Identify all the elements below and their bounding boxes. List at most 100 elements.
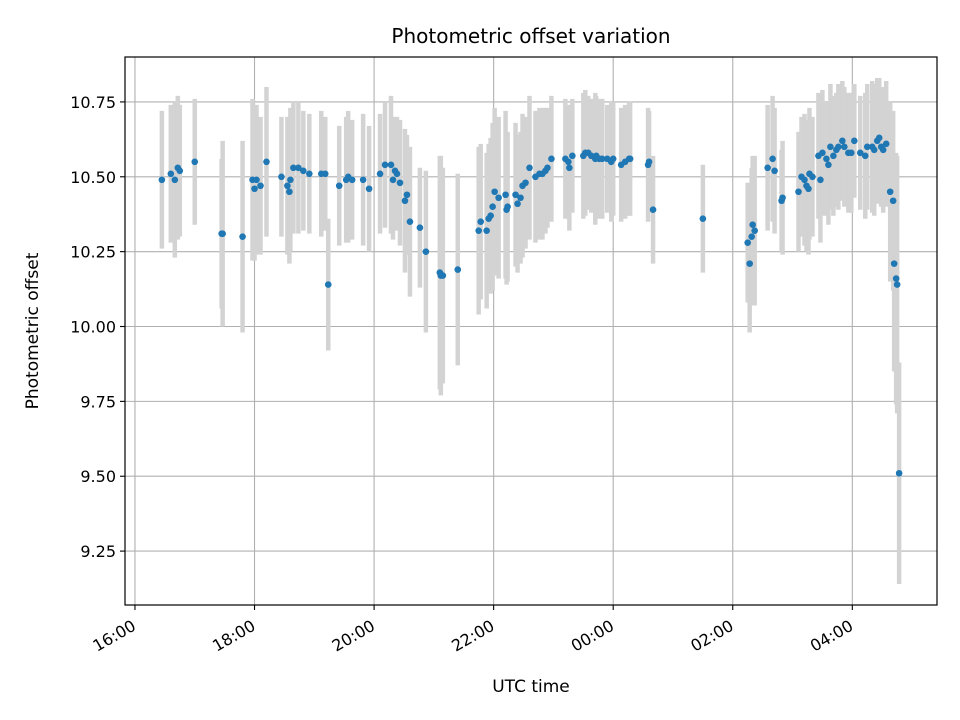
data-point <box>566 164 573 172</box>
data-point <box>376 170 384 178</box>
data-point <box>764 164 771 172</box>
data-point <box>502 191 509 199</box>
data-point <box>890 260 898 267</box>
data-point <box>863 143 871 151</box>
data-point <box>257 182 264 190</box>
data-point <box>475 227 482 234</box>
data-points <box>158 134 903 477</box>
data-point <box>191 158 199 166</box>
data-point <box>295 164 302 172</box>
data-point <box>300 167 307 175</box>
data-point <box>306 170 313 178</box>
data-point <box>649 206 657 214</box>
data-point <box>895 469 903 477</box>
y-tick-label: 10.50 <box>70 168 116 187</box>
data-point <box>278 173 285 181</box>
data-point <box>167 170 175 178</box>
data-point <box>769 155 776 163</box>
data-point <box>861 152 869 160</box>
data-point <box>290 164 297 172</box>
data-point <box>751 227 758 234</box>
chart-title: Photometric offset variation <box>391 24 670 48</box>
data-point <box>335 182 343 190</box>
data-point <box>856 149 864 157</box>
data-point <box>324 281 332 288</box>
data-point <box>875 134 883 142</box>
data-point <box>779 194 786 202</box>
data-point <box>517 194 524 202</box>
data-point <box>286 188 293 196</box>
data-point <box>406 218 414 225</box>
data-point <box>809 173 816 181</box>
data-point <box>239 233 246 240</box>
data-point <box>835 143 842 151</box>
y-tick-label: 10.75 <box>70 93 116 112</box>
data-point <box>801 176 808 184</box>
data-point <box>253 176 260 184</box>
data-point <box>489 203 496 211</box>
y-tick-label: 9.50 <box>80 467 116 486</box>
data-point <box>495 194 502 202</box>
data-point <box>827 143 834 151</box>
data-point <box>396 179 404 187</box>
data-point <box>284 182 291 190</box>
data-point <box>744 239 751 246</box>
data-point <box>263 158 270 166</box>
x-axis-title: UTC time <box>492 677 570 697</box>
data-point <box>514 200 521 208</box>
data-point <box>359 176 367 184</box>
data-point <box>805 185 812 193</box>
data-point <box>393 170 401 178</box>
data-point <box>251 185 258 193</box>
data-point <box>158 176 166 184</box>
data-point <box>348 176 356 184</box>
data-point <box>609 155 617 163</box>
data-point <box>882 140 890 148</box>
plot-area-frame <box>124 56 938 606</box>
data-point <box>454 266 462 273</box>
data-point <box>477 218 484 225</box>
data-point <box>321 170 329 178</box>
data-point <box>771 167 778 175</box>
data-point <box>176 167 184 175</box>
y-tick-label: 10.25 <box>70 243 116 262</box>
y-tick-label: 9.75 <box>80 392 116 411</box>
data-point <box>795 188 802 196</box>
data-point <box>848 149 855 157</box>
data-point <box>565 158 572 166</box>
data-point <box>548 155 555 163</box>
data-point <box>823 155 830 163</box>
data-point <box>491 188 498 196</box>
data-point <box>817 176 824 184</box>
data-point <box>522 179 529 187</box>
data-point <box>512 191 519 199</box>
data-point <box>889 197 897 205</box>
data-point <box>699 215 707 223</box>
data-point <box>746 260 753 267</box>
data-point <box>851 137 858 145</box>
data-point <box>416 224 424 231</box>
data-point <box>598 155 606 163</box>
data-point <box>825 161 832 169</box>
data-point <box>544 164 551 172</box>
data-point <box>483 227 490 234</box>
data-point <box>749 221 756 228</box>
data-point <box>870 146 878 154</box>
data-point <box>830 152 837 160</box>
y-tick-label: 9.25 <box>80 542 116 561</box>
data-point <box>886 188 894 196</box>
data-point <box>839 137 846 145</box>
data-point <box>389 176 397 184</box>
data-point <box>569 152 576 160</box>
data-point <box>422 248 430 255</box>
data-point <box>893 281 901 288</box>
y-tick-label: 10.00 <box>70 318 116 337</box>
data-point <box>879 146 887 154</box>
data-point <box>365 185 373 193</box>
data-point <box>439 272 447 279</box>
data-point <box>487 212 494 220</box>
data-point <box>401 197 409 205</box>
data-point <box>819 149 826 157</box>
